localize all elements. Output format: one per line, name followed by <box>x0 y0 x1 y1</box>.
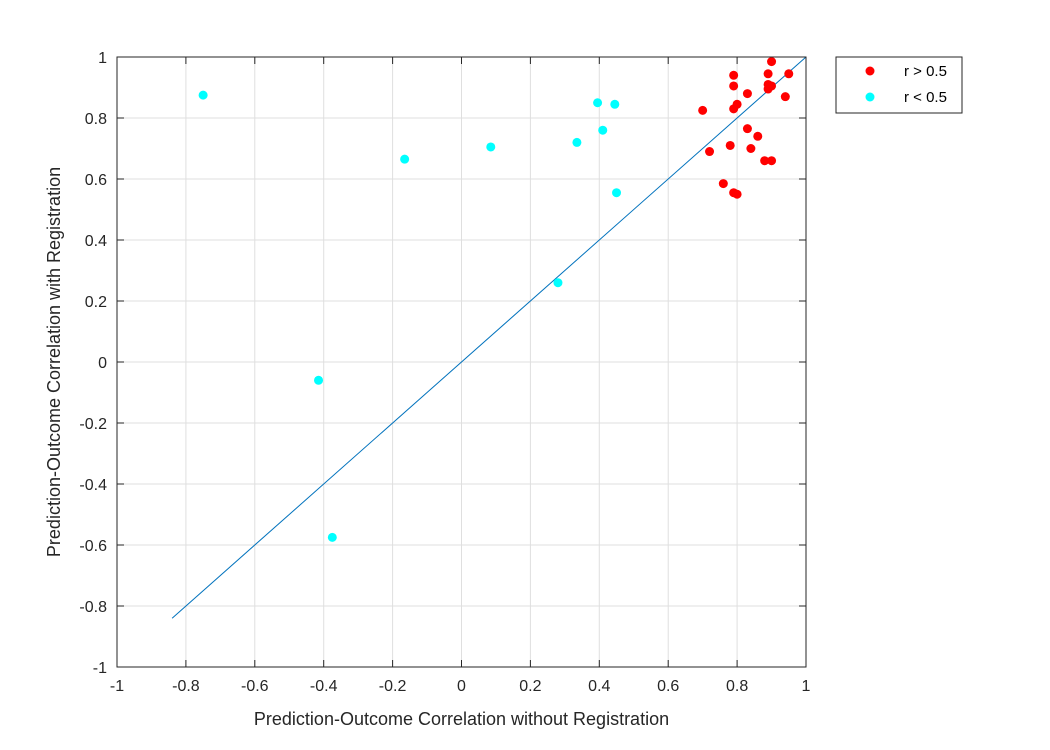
y-tick-label: -0.6 <box>79 538 107 555</box>
x-axis-label: Prediction-Outcome Correlation without R… <box>254 709 669 729</box>
legend-marker <box>865 66 875 76</box>
data-point <box>732 189 742 199</box>
y-tick-label: -0.8 <box>79 599 107 616</box>
reference-line-layer <box>171 56 807 619</box>
data-point <box>729 81 739 91</box>
data-point <box>198 90 208 100</box>
y-tick-label: 0 <box>98 355 107 372</box>
y-tick-label: -1 <box>93 660 107 677</box>
y-axis-label: Prediction-Outcome Correlation with Regi… <box>44 167 64 557</box>
x-tick-label: 0 <box>457 678 466 695</box>
y-tick-label: 0.2 <box>85 294 107 311</box>
data-point <box>598 125 608 135</box>
data-point <box>742 89 752 99</box>
data-point <box>767 156 777 166</box>
data-point <box>314 375 324 385</box>
x-tick-label: 1 <box>802 678 811 695</box>
data-point <box>400 154 410 164</box>
data-point <box>593 98 603 108</box>
reference-line <box>171 56 807 619</box>
data-point <box>729 104 739 114</box>
x-tick-label: -1 <box>110 678 124 695</box>
data-point <box>763 69 773 79</box>
tick-marks <box>116 56 807 668</box>
data-point <box>753 131 763 141</box>
data-point <box>698 105 708 115</box>
data-point <box>612 188 622 198</box>
x-tick-label: 0.8 <box>726 678 748 695</box>
data-point <box>610 99 620 109</box>
y-tick-label: 0.8 <box>85 111 107 128</box>
data-point <box>486 142 496 152</box>
data-point <box>327 532 337 542</box>
legend-marker <box>865 92 875 102</box>
y-tick-label: -0.2 <box>79 416 107 433</box>
legend-items: r > 0.5 r < 0.5 <box>865 63 947 106</box>
data-point <box>780 92 790 102</box>
x-tick-label: 0.2 <box>519 678 541 695</box>
x-tick-labels: -1 -0.8 -0.6 -0.4 -0.2 0 0.2 0.4 0.6 0.8 1 <box>110 678 811 695</box>
data-point <box>742 124 752 134</box>
data-points <box>198 57 794 542</box>
data-point <box>767 57 777 67</box>
data-point <box>760 156 770 166</box>
legend-entry-label: r > 0.5 <box>904 63 947 80</box>
y-tick-labels: -1 -0.8 -0.6 -0.4 -0.2 0 0.2 0.4 0.6 0.8 1 <box>79 50 107 677</box>
data-point <box>553 278 563 288</box>
data-point <box>784 69 794 79</box>
legend[interactable]: r > 0.5 r < 0.5 <box>835 56 963 114</box>
y-tick-label: 0.6 <box>85 172 107 189</box>
data-point <box>572 137 582 147</box>
data-point <box>729 70 739 80</box>
data-point <box>763 84 773 94</box>
x-tick-label: -0.2 <box>379 678 407 695</box>
x-tick-label: -0.6 <box>241 678 269 695</box>
data-point <box>725 140 735 150</box>
x-tick-label: -0.4 <box>310 678 338 695</box>
x-tick-label: 0.4 <box>588 678 610 695</box>
y-tick-label: 1 <box>98 50 107 67</box>
data-point <box>746 144 756 153</box>
legend-box <box>835 56 963 114</box>
x-tick-label: -0.8 <box>172 678 200 695</box>
x-tick-label: 0.6 <box>657 678 679 695</box>
y-tick-label: 0.4 <box>85 233 107 250</box>
data-point <box>705 147 715 157</box>
y-tick-label: -0.4 <box>79 477 107 494</box>
legend-entry-label: r < 0.5 <box>904 89 947 106</box>
data-point <box>718 179 728 189</box>
